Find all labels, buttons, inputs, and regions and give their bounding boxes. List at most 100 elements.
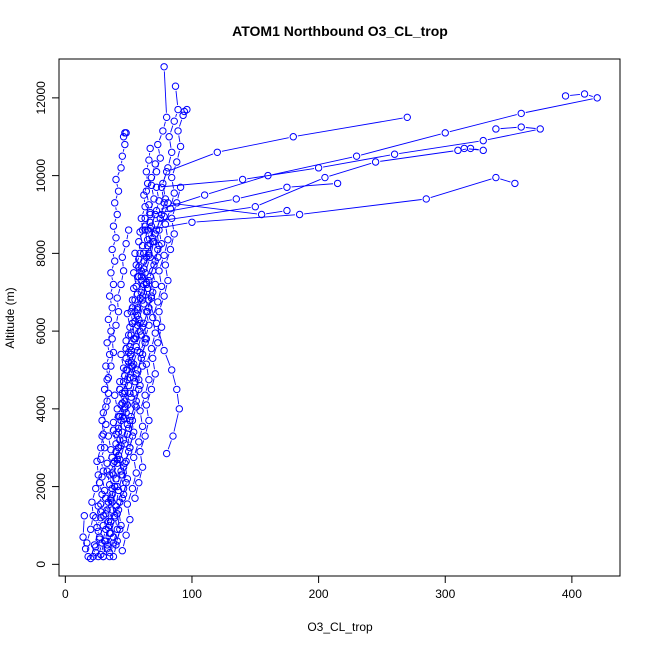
y-tick-label: 2000 — [34, 473, 48, 500]
series-segment — [151, 218, 155, 224]
data-point — [122, 239, 130, 248]
data-point — [112, 234, 120, 242]
data-point — [155, 307, 163, 316]
data-point — [118, 494, 127, 502]
data-point — [166, 245, 175, 254]
data-point — [154, 298, 162, 306]
data-point — [147, 173, 156, 182]
series-segment — [140, 356, 143, 362]
data-point — [141, 391, 149, 399]
series-segment — [116, 316, 119, 321]
series-segment — [125, 467, 128, 475]
series-segment — [131, 421, 134, 428]
series-segment — [104, 405, 107, 409]
data-point — [109, 539, 118, 547]
data-point — [124, 358, 133, 366]
data-point — [479, 146, 487, 155]
data-point — [536, 125, 544, 133]
data-point — [94, 471, 102, 479]
series-segment — [588, 94, 593, 97]
data-point — [105, 292, 114, 300]
series-segment — [133, 411, 136, 417]
series-segment — [137, 257, 140, 261]
series-segment — [134, 329, 137, 335]
data-point — [141, 226, 149, 234]
series-segment — [163, 71, 167, 113]
series-16 — [131, 249, 184, 458]
series-segment — [145, 384, 149, 391]
data-point — [117, 521, 125, 530]
data-point — [168, 148, 176, 156]
data-point — [102, 420, 110, 429]
series-segment — [158, 135, 162, 141]
series-segment — [152, 288, 155, 294]
series-segment — [115, 195, 118, 199]
data-point — [121, 397, 129, 405]
series-segment — [132, 327, 135, 335]
series-segment — [101, 438, 103, 444]
x-tick-label: 200 — [309, 587, 329, 601]
series-segment — [172, 202, 258, 215]
series-segment — [131, 366, 134, 374]
data-point — [108, 335, 116, 343]
data-point — [136, 348, 144, 357]
series-10 — [86, 160, 159, 563]
series-segment — [110, 300, 112, 304]
data-point — [173, 385, 181, 394]
data-point — [152, 183, 161, 191]
data-point — [116, 498, 124, 506]
series-segment — [140, 456, 143, 463]
data-point — [131, 249, 139, 258]
data-point — [165, 133, 173, 141]
series-segment — [110, 541, 113, 549]
data-point — [147, 385, 156, 394]
series-segment — [117, 518, 120, 525]
data-point — [109, 552, 118, 561]
data-point — [142, 168, 151, 176]
series-segment — [139, 249, 142, 255]
series-segment — [113, 467, 116, 475]
series-segment — [118, 459, 121, 467]
data-point — [561, 92, 570, 100]
data-point — [123, 430, 132, 438]
data-point — [127, 362, 135, 370]
data-point — [161, 261, 170, 269]
data-point — [142, 307, 151, 316]
series-segment — [208, 176, 264, 195]
series-12 — [99, 179, 342, 561]
data-point — [103, 506, 111, 514]
series-segment — [145, 329, 149, 335]
series-segment — [165, 228, 168, 236]
data-point — [94, 552, 102, 561]
series-segment — [87, 533, 90, 539]
data-point — [283, 206, 291, 215]
data-point — [173, 158, 181, 166]
series-segment — [152, 378, 155, 386]
series-segment — [160, 196, 201, 210]
series-segment — [149, 285, 152, 292]
data-point — [132, 397, 140, 405]
data-point — [119, 267, 128, 275]
series-segment — [109, 312, 112, 316]
data-point — [257, 210, 266, 219]
series-segment — [129, 343, 133, 349]
data-point — [80, 512, 89, 520]
series-segment — [147, 393, 151, 401]
data-point — [102, 525, 110, 534]
series-segment — [132, 312, 135, 317]
y-tick-label: 12000 — [34, 81, 48, 115]
data-point — [143, 241, 152, 250]
series-segment — [108, 498, 112, 506]
x-tick-label: 400 — [562, 587, 582, 601]
series-segment — [110, 547, 113, 553]
series-segment — [259, 178, 321, 206]
data-point — [127, 393, 135, 401]
series-segment — [172, 374, 177, 386]
data-point — [117, 280, 125, 289]
data-point — [105, 521, 114, 530]
series-segment — [153, 306, 157, 314]
data-point — [264, 171, 272, 180]
data-point — [170, 117, 178, 125]
series-segment — [145, 234, 148, 242]
data-point — [151, 329, 159, 337]
